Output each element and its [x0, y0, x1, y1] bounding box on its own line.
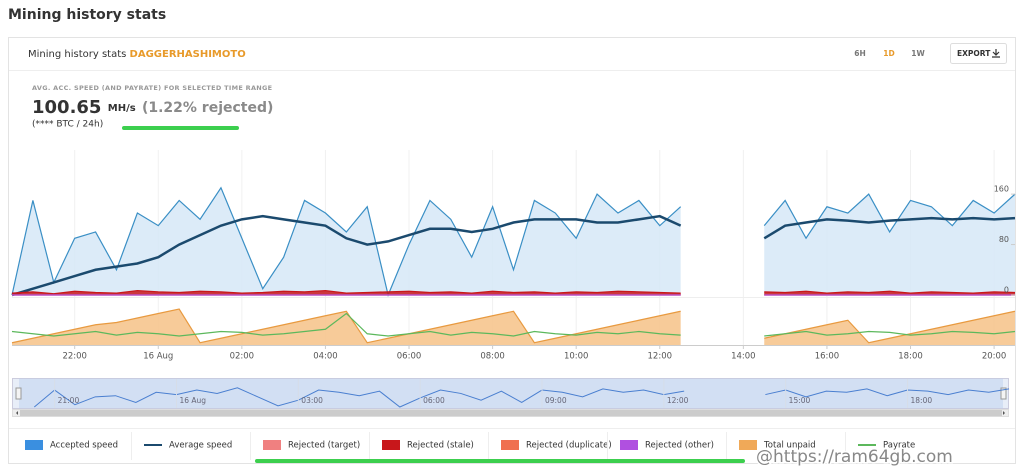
scrollbar-thumb[interactable]: [20, 410, 1002, 416]
navigator-handle[interactable]: [1000, 387, 1007, 400]
x-tick-label: 02:00: [230, 352, 255, 362]
watermark: @https://ram64gb.com: [756, 447, 953, 467]
y-tick-label: 80: [999, 235, 1009, 244]
x-tick-label: 18:00: [898, 352, 923, 362]
range-button[interactable]: 1D: [883, 49, 894, 58]
legend-label[interactable]: Rejected (duplicate): [526, 441, 612, 451]
legend-symbol: [501, 440, 519, 450]
legend-label[interactable]: Total unpaid: [763, 441, 816, 451]
avg-speed: 100.65: [32, 97, 101, 118]
legend-symbol: [263, 440, 281, 450]
navigator-label: 03:00: [301, 396, 323, 405]
legend-label[interactable]: Rejected (other): [645, 441, 714, 451]
range-button[interactable]: 6H: [854, 49, 866, 58]
navigator-handle[interactable]: [15, 387, 22, 400]
legend-symbol: [382, 440, 400, 450]
legend: Accepted speed Average speed Rejected (tar…: [25, 432, 915, 460]
legend-symbol: [620, 440, 638, 450]
stats-caption: AVG. ACC. SPEED (AND PAYRATE) FOR SELECT…: [32, 84, 272, 92]
algo: DAGGERHASHIMOTO: [130, 49, 246, 60]
navigator-label: 21:00: [58, 396, 80, 405]
legend-label[interactable]: Average speed: [169, 441, 232, 451]
x-tick-label: 22:00: [62, 352, 87, 362]
range-buttons: 6H 1D 1W: [854, 49, 925, 58]
navigator-label: 09:00: [545, 396, 567, 405]
legend-symbol: [25, 440, 43, 450]
y-tick-label: 160: [994, 185, 1009, 194]
x-tick-label: 08:00: [480, 352, 505, 362]
x-tick-label: 12:00: [648, 352, 673, 362]
x-tick-label: 16:00: [815, 352, 840, 362]
download-icon: [992, 49, 1000, 58]
x-tick-label: 20:00: [982, 352, 1007, 362]
navigator: [12, 378, 1009, 409]
navigator-label: 16 Aug: [179, 396, 206, 405]
legend-symbol: [739, 440, 757, 450]
series-line: [11, 312, 1016, 337]
x-tick-label: 06:00: [397, 352, 422, 362]
legend-label[interactable]: Accepted speed: [50, 441, 118, 451]
card-title: Mining history stats DAGGERHASHIMOTO: [28, 49, 246, 60]
series-area: [12, 187, 1015, 295]
series-line: [11, 186, 1016, 297]
x-tick-label: 10:00: [564, 352, 589, 362]
series-line: [11, 214, 1016, 297]
navigator-label: 12:00: [667, 396, 689, 405]
x-tick-label: 04:00: [313, 352, 338, 362]
y-tick-label: 0: [1004, 286, 1009, 295]
legend-label[interactable]: Payrate: [883, 441, 915, 451]
navigator-label: 15:00: [789, 396, 811, 405]
navigator-series: 21:00 16 Aug 03:00 06:00 09:00 12:00 15:00 18:0…: [33, 379, 1010, 408]
highlight-underline: [255, 459, 745, 463]
navigator-line: [33, 387, 1010, 408]
page-title: Mining history stats: [8, 7, 166, 23]
legend-label[interactable]: Rejected (stale): [407, 441, 474, 451]
card-title-text: Mining history stats: [28, 49, 126, 60]
navigator-label: 18:00: [911, 396, 933, 405]
x-tick-label: 16 Aug: [143, 352, 173, 362]
stats-line: 100.65 MH/s (1.22% rejected): [32, 97, 273, 118]
btc-rate: (**** BTC / 24h): [32, 120, 103, 130]
export-label: EXPORT: [957, 49, 991, 58]
series-line: [11, 289, 1016, 295]
legend-label[interactable]: Rejected (target): [288, 441, 360, 451]
export-button[interactable]: [950, 43, 1007, 64]
chart: 22:00 16 Aug 02:00 04:00 06:00 08:00 10:00 12:0…: [11, 150, 1016, 362]
navigator-label: 06:00: [423, 396, 445, 405]
rejected-rate: (1.22% rejected): [142, 100, 273, 116]
series-area: [12, 309, 1015, 345]
speed-unit: MH/s: [108, 103, 136, 114]
range-button[interactable]: 1W: [911, 49, 925, 58]
x-tick-label: 14:00: [731, 352, 756, 362]
highlight-underline: [122, 126, 239, 130]
